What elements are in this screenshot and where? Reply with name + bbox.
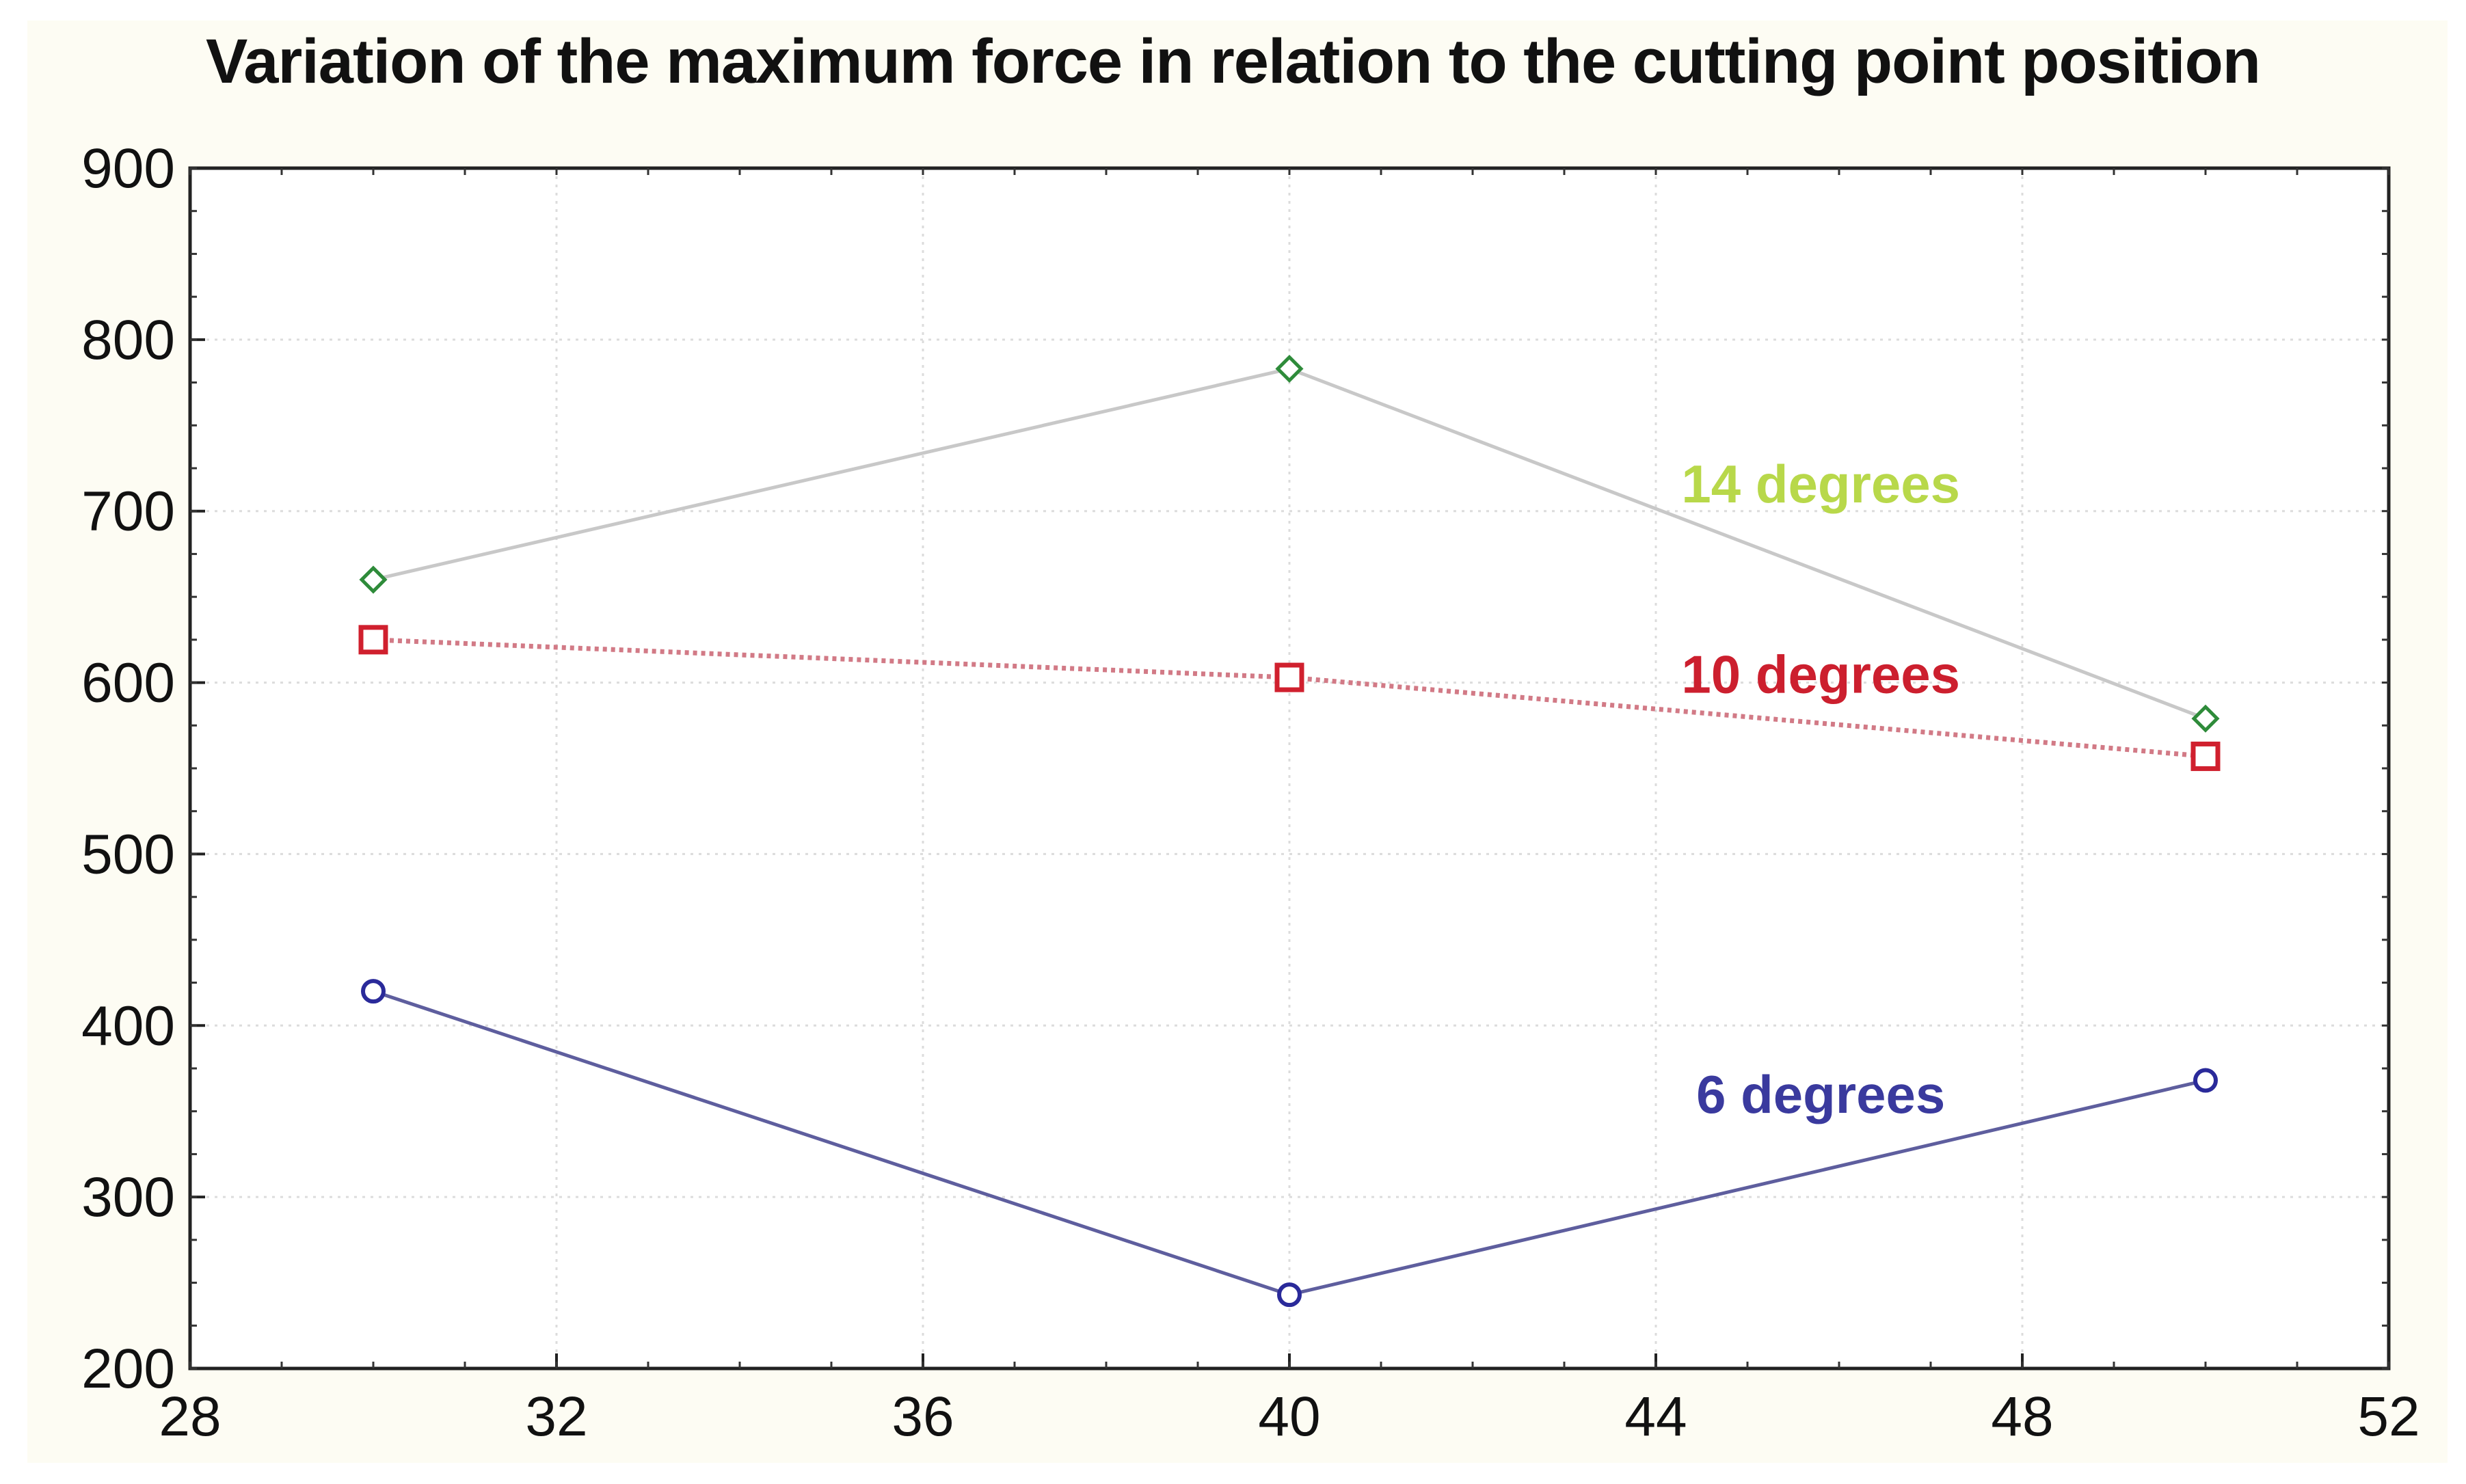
data-point-circle: [2193, 1068, 2218, 1093]
chart-title: Variation of the maximum force in relati…: [205, 27, 2261, 96]
data-point-circle: [361, 979, 386, 1004]
y-tick-label: 900: [81, 137, 175, 200]
series-1: 10 degrees: [358, 625, 2221, 771]
series-0: 14 degrees: [359, 354, 2220, 733]
x-tick-label: 40: [1258, 1386, 1320, 1448]
series-layer: 14 degrees 10 degrees 6 degrees: [358, 354, 2221, 1308]
y-tick-label: 800: [81, 309, 175, 371]
series-label: 6 degrees: [1696, 1064, 1945, 1124]
x-tick-label: 44: [1624, 1386, 1687, 1448]
x-tick-label: 48: [1991, 1386, 2053, 1448]
axis-ticks: 28 32 36 40 44 48 52 200 300 400 500 600 700 800 900: [81, 137, 2420, 1448]
data-point-square: [358, 625, 388, 655]
y-tick-label: 500: [81, 823, 175, 885]
x-tick-label: 52: [2357, 1386, 2420, 1448]
data-point-circle: [1277, 1282, 1302, 1308]
data-point-square: [1274, 662, 1304, 692]
data-point-diamond: [2191, 704, 2220, 733]
data-point-square: [2190, 741, 2221, 771]
y-tick-label: 300: [81, 1166, 175, 1228]
x-tick-label: 32: [525, 1386, 587, 1448]
series-label: 10 degrees: [1681, 645, 1960, 705]
y-tick-label: 400: [81, 995, 175, 1057]
series-label: 14 degrees: [1681, 454, 1960, 514]
series-2: 6 degrees: [361, 979, 2218, 1308]
data-point-diamond: [1275, 354, 1304, 383]
y-tick-label: 600: [81, 652, 175, 714]
x-tick-label: 28: [159, 1386, 221, 1448]
y-tick-label: 200: [81, 1338, 175, 1400]
y-tick-label: 700: [81, 481, 175, 543]
data-point-diamond: [359, 565, 388, 594]
x-tick-label: 36: [892, 1386, 954, 1448]
grid: [190, 168, 2389, 1368]
series-line: [373, 637, 2206, 759]
